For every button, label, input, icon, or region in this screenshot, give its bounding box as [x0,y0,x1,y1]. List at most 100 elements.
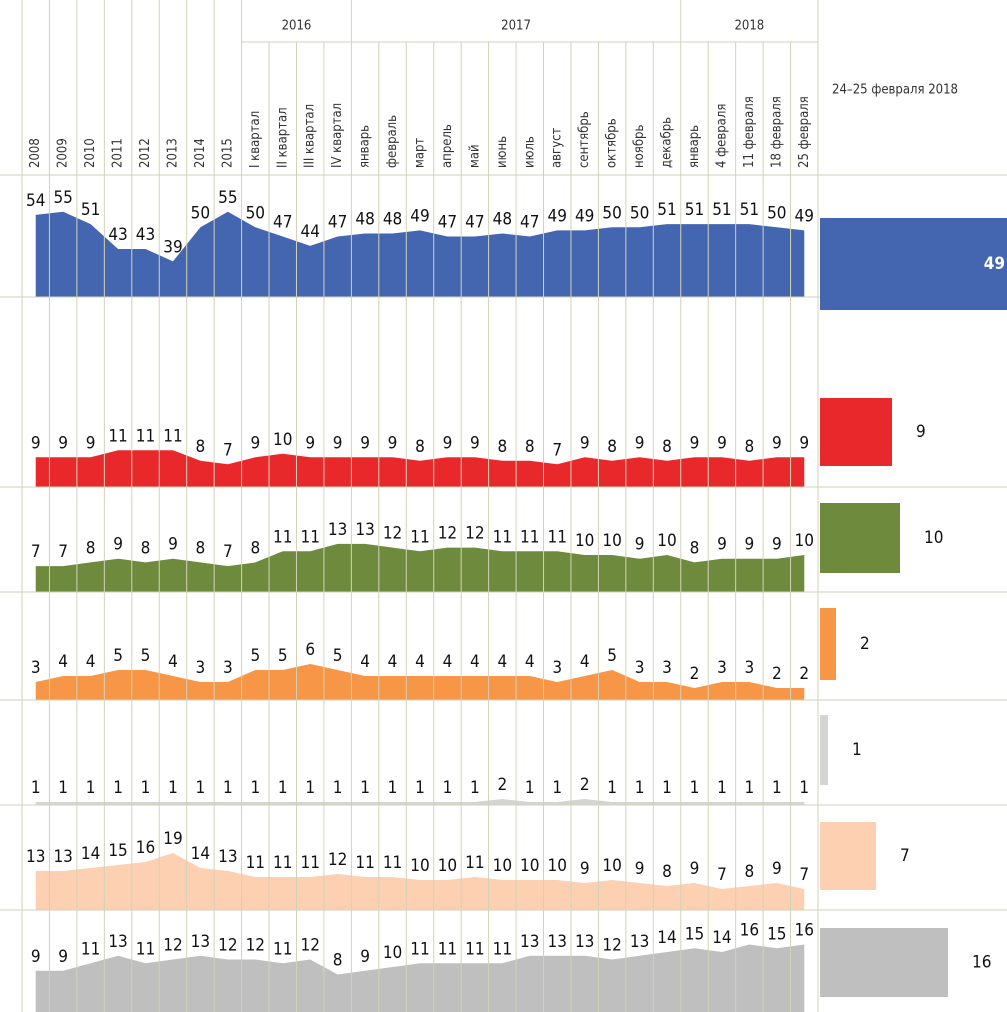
value-label: 1 [415,778,425,798]
value-label: 11 [163,426,182,446]
value-label: 13 [328,520,347,540]
value-label: 11 [465,853,484,873]
x-tick-label: январь [358,125,373,168]
latest-label: 2 [860,634,870,654]
value-label: 12 [602,936,621,956]
value-label: 10 [520,856,539,876]
value-label: 8 [86,538,96,558]
value-label: 9 [772,535,782,555]
value-label: 1 [552,778,562,798]
value-label: 15 [685,924,704,944]
value-label: 8 [333,951,343,971]
x-tick-label: 2010 [83,138,98,168]
value-label: 10 [273,430,292,450]
value-label: 16 [136,838,155,858]
x-tick-label: 2012 [138,138,153,168]
value-label: 2 [580,775,590,795]
value-label: 1 [799,778,809,798]
latest-bar [820,398,892,466]
value-label: 7 [223,440,233,460]
value-label: 48 [355,209,374,229]
value-label: 1 [333,778,343,798]
value-label: 1 [690,778,700,798]
value-label: 13 [26,847,45,867]
x-tick-label: 2009 [56,138,71,168]
value-label: 7 [552,440,562,460]
value-label: 13 [108,932,127,952]
value-label: 1 [635,778,645,798]
x-tick-label: июль [522,136,537,168]
latest-label: 49 [984,254,1005,274]
value-label: 2 [497,775,507,795]
value-label: 9 [360,947,370,967]
value-label: 48 [493,209,512,229]
value-label: 8 [525,437,535,457]
value-label: 49 [795,206,814,226]
value-label: 12 [383,524,402,544]
value-label: 14 [657,928,676,948]
latest-bar [820,218,1007,310]
x-tick-label: ноябрь [632,125,647,168]
value-label: 11 [493,527,512,547]
value-label: 9 [717,433,727,453]
x-tick-label: IV квартал [330,103,345,168]
x-tick-label: 2015 [220,138,235,168]
value-label: 12 [328,850,347,870]
value-label: 9 [443,433,453,453]
value-label: 13 [520,932,539,952]
value-label: 3 [552,658,562,678]
value-label: 3 [635,658,645,678]
value-label: 9 [58,433,68,453]
value-label: 47 [273,213,292,233]
value-label: 10 [657,531,676,551]
value-label: 11 [410,527,429,547]
value-label: 7 [58,542,68,562]
value-label: 9 [58,947,68,967]
value-label: 16 [795,921,814,941]
value-label: 1 [662,778,672,798]
value-label: 4 [415,652,425,672]
value-label: 9 [635,535,645,555]
x-tick-label: I квартал [248,111,263,168]
latest-bar [820,928,948,997]
value-label: 11 [273,527,292,547]
value-label: 12 [300,936,319,956]
value-label: 50 [246,203,265,223]
area [35,211,805,297]
value-label: 13 [53,847,72,867]
value-label: 50 [630,203,649,223]
value-label: 1 [168,778,178,798]
group-label: 2016 [282,19,312,34]
x-tick-label: 11 февраля [742,96,757,168]
latest-label: 10 [924,528,943,548]
value-label: 11 [520,527,539,547]
latest-label: 1 [852,740,862,760]
value-label: 2 [772,664,782,684]
value-label: 12 [246,936,265,956]
value-label: 8 [415,437,425,457]
group-label: 2017 [501,19,531,34]
latest-label: 7 [900,846,910,866]
latest-title: 24–25 февраля 2018 [832,83,958,98]
value-label: 1 [250,778,260,798]
value-label: 8 [196,538,206,558]
value-label: 11 [108,426,127,446]
value-label: 3 [662,658,672,678]
value-label: 1 [717,778,727,798]
x-tick-label: 2011 [111,138,126,168]
value-label: 5 [333,646,343,666]
value-label: 5 [250,646,260,666]
value-label: 1 [86,778,96,798]
value-label: 51 [712,200,731,220]
value-label: 1 [223,778,233,798]
value-label: 10 [438,856,457,876]
value-label: 3 [717,658,727,678]
value-label: 9 [717,535,727,555]
x-tick-label: 25 февраля [797,96,812,168]
value-label: 9 [690,859,700,879]
value-label: 50 [602,203,621,223]
value-label: 6 [305,640,315,660]
value-label: 9 [799,433,809,453]
value-label: 50 [767,203,786,223]
value-label: 10 [548,856,567,876]
